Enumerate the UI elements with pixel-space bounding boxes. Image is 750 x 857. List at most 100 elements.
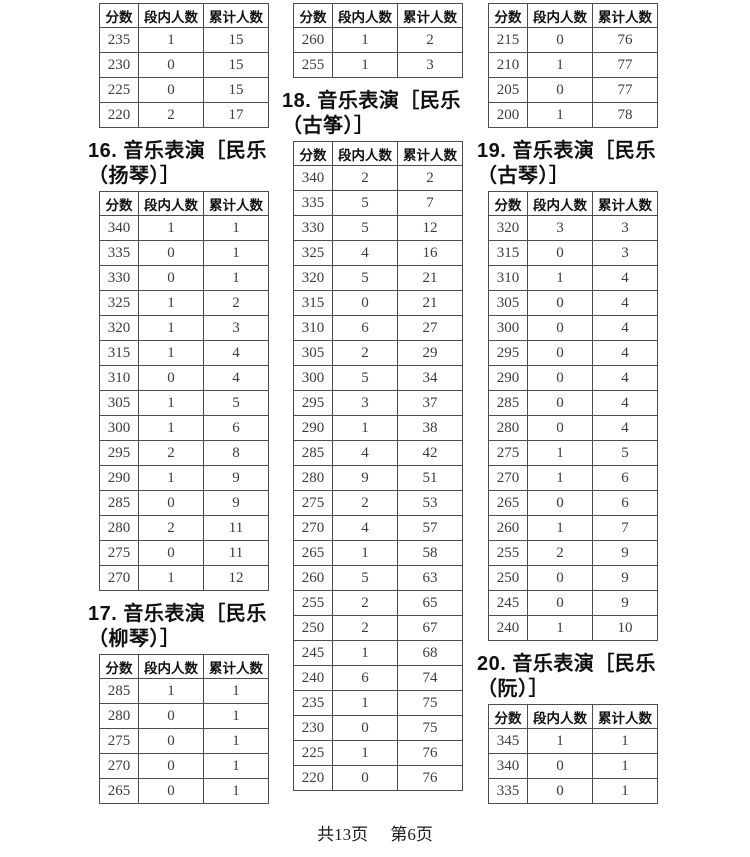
table-cell: 305 bbox=[488, 290, 528, 316]
table-cell: 4 bbox=[592, 290, 658, 316]
table-row: 285 0 9 bbox=[99, 490, 269, 516]
table-cell: 255 bbox=[293, 52, 333, 78]
table-cell: 270 bbox=[99, 753, 139, 779]
table-cell: 1 bbox=[138, 315, 204, 341]
score-table-prev-continued-right: 分数 段内人数 累计人数 215 0 76 210 1 77 205 0 77 200 1 78 bbox=[488, 3, 658, 128]
score-table-section-16: 分数 段内人数 累计人数 340 1 1 335 0 1 330 0 1 325 1 2 320 1 3 315 1 4… bbox=[99, 191, 269, 591]
table-cell: 1 bbox=[138, 565, 204, 591]
table-cell: 1 bbox=[203, 728, 269, 754]
footer-total-pages: 共13页 bbox=[317, 825, 369, 844]
table-column-header: 段内人数 bbox=[138, 3, 204, 28]
table-cell: 0 bbox=[527, 290, 593, 316]
table-cell: 0 bbox=[138, 728, 204, 754]
table-row: 265 1 58 bbox=[293, 540, 463, 566]
table-cell: 310 bbox=[99, 365, 139, 391]
table-cell: 76 bbox=[397, 765, 463, 791]
table-cell: 1 bbox=[138, 290, 204, 316]
table-cell: 235 bbox=[293, 690, 333, 716]
table-row: 330 5 12 bbox=[293, 215, 463, 241]
table-cell: 1 bbox=[592, 728, 658, 754]
table-cell: 1 bbox=[527, 728, 593, 754]
table-cell: 2 bbox=[527, 540, 593, 566]
table-cell: 38 bbox=[397, 415, 463, 441]
table-cell: 0 bbox=[138, 265, 204, 291]
table-cell: 1 bbox=[203, 778, 269, 804]
section-19-heading: 19. 音乐表演［民乐 （古琴）］ bbox=[477, 139, 668, 189]
table-row: 325 4 16 bbox=[293, 240, 463, 266]
table-cell: 270 bbox=[99, 565, 139, 591]
table-row: 340 2 2 bbox=[293, 165, 463, 191]
table-row: 255 2 9 bbox=[488, 540, 658, 566]
table-row: 275 2 53 bbox=[293, 490, 463, 516]
table-cell: 16 bbox=[397, 240, 463, 266]
table-cell: 285 bbox=[293, 440, 333, 466]
table-cell: 12 bbox=[397, 215, 463, 241]
table-cell: 215 bbox=[488, 27, 528, 53]
table-cell: 5 bbox=[332, 565, 398, 591]
score-table-section-17: 分数 段内人数 累计人数 285 1 1 280 0 1 275 0 1 270 0 1 265 0 1 bbox=[99, 654, 269, 804]
table-cell: 1 bbox=[138, 415, 204, 441]
section-18-title-line1: 18. 音乐表演［民乐 bbox=[282, 90, 461, 112]
table-cell: 78 bbox=[592, 102, 658, 128]
table-cell: 295 bbox=[99, 440, 139, 466]
table-cell: 285 bbox=[99, 678, 139, 704]
table-cell: 68 bbox=[397, 640, 463, 666]
table-row: 275 1 5 bbox=[488, 440, 658, 466]
table-cell: 0 bbox=[138, 52, 204, 78]
score-table-section-19: 分数 段内人数 累计人数 320 3 3 315 0 3 310 1 4 305 0 4 300 0 4 295 0 4… bbox=[488, 191, 658, 641]
table-row: 230 0 15 bbox=[99, 52, 269, 78]
table-row: 280 0 4 bbox=[488, 415, 658, 441]
table-cell: 320 bbox=[488, 215, 528, 241]
table-cell: 0 bbox=[332, 290, 398, 316]
table-column-header: 累计人数 bbox=[203, 654, 269, 679]
table-cell: 265 bbox=[488, 490, 528, 516]
table-header-row: 分数 段内人数 累计人数 bbox=[488, 3, 658, 28]
table-row: 310 0 4 bbox=[99, 365, 269, 391]
table-column-header: 累计人数 bbox=[397, 141, 463, 166]
table-cell: 6 bbox=[332, 665, 398, 691]
table-row: 200 1 78 bbox=[488, 102, 658, 128]
table-cell: 235 bbox=[99, 27, 139, 53]
table-cell: 280 bbox=[99, 515, 139, 541]
score-table-prev-continued-middle: 分数 段内人数 累计人数 260 1 2 255 1 3 bbox=[293, 3, 463, 78]
table-row: 295 2 8 bbox=[99, 440, 269, 466]
table-cell: 4 bbox=[332, 440, 398, 466]
table-row: 325 1 2 bbox=[99, 290, 269, 316]
table-cell: 27 bbox=[397, 315, 463, 341]
table-cell: 245 bbox=[488, 590, 528, 616]
section-18-heading: 18. 音乐表演［民乐 （古筝）］ bbox=[282, 89, 473, 139]
table-column-header: 分数 bbox=[488, 704, 528, 729]
section-16-title-line1: 16. 音乐表演［民乐 bbox=[88, 140, 267, 162]
table-cell: 335 bbox=[99, 240, 139, 266]
table-row: 320 1 3 bbox=[99, 315, 269, 341]
table-cell: 76 bbox=[397, 740, 463, 766]
table-cell: 42 bbox=[397, 440, 463, 466]
table-cell: 330 bbox=[293, 215, 333, 241]
table-cell: 320 bbox=[293, 265, 333, 291]
table-row: 270 0 1 bbox=[99, 753, 269, 779]
table-cell: 3 bbox=[592, 240, 658, 266]
table-cell: 1 bbox=[527, 265, 593, 291]
table-cell: 255 bbox=[293, 590, 333, 616]
table-cell: 0 bbox=[138, 753, 204, 779]
table-cell: 74 bbox=[397, 665, 463, 691]
table-cell: 3 bbox=[332, 390, 398, 416]
table-cell: 9 bbox=[592, 540, 658, 566]
table-row: 300 5 34 bbox=[293, 365, 463, 391]
section-17-title-line2: （柳琴）］ bbox=[88, 628, 181, 650]
table-column-header: 段内人数 bbox=[527, 3, 593, 28]
table-cell: 5 bbox=[332, 190, 398, 216]
table-cell: 12 bbox=[203, 565, 269, 591]
table-row: 260 1 2 bbox=[293, 27, 463, 53]
table-cell: 220 bbox=[99, 102, 139, 128]
table-cell: 0 bbox=[138, 240, 204, 266]
table-cell: 4 bbox=[203, 340, 269, 366]
table-cell: 1 bbox=[527, 52, 593, 78]
table-cell: 2 bbox=[138, 515, 204, 541]
table-cell: 0 bbox=[527, 340, 593, 366]
table-cell: 260 bbox=[293, 565, 333, 591]
table-cell: 1 bbox=[332, 640, 398, 666]
table-header-row: 分数 段内人数 累计人数 bbox=[99, 191, 269, 216]
table-row: 250 2 67 bbox=[293, 615, 463, 641]
table-column-header: 分数 bbox=[99, 191, 139, 216]
